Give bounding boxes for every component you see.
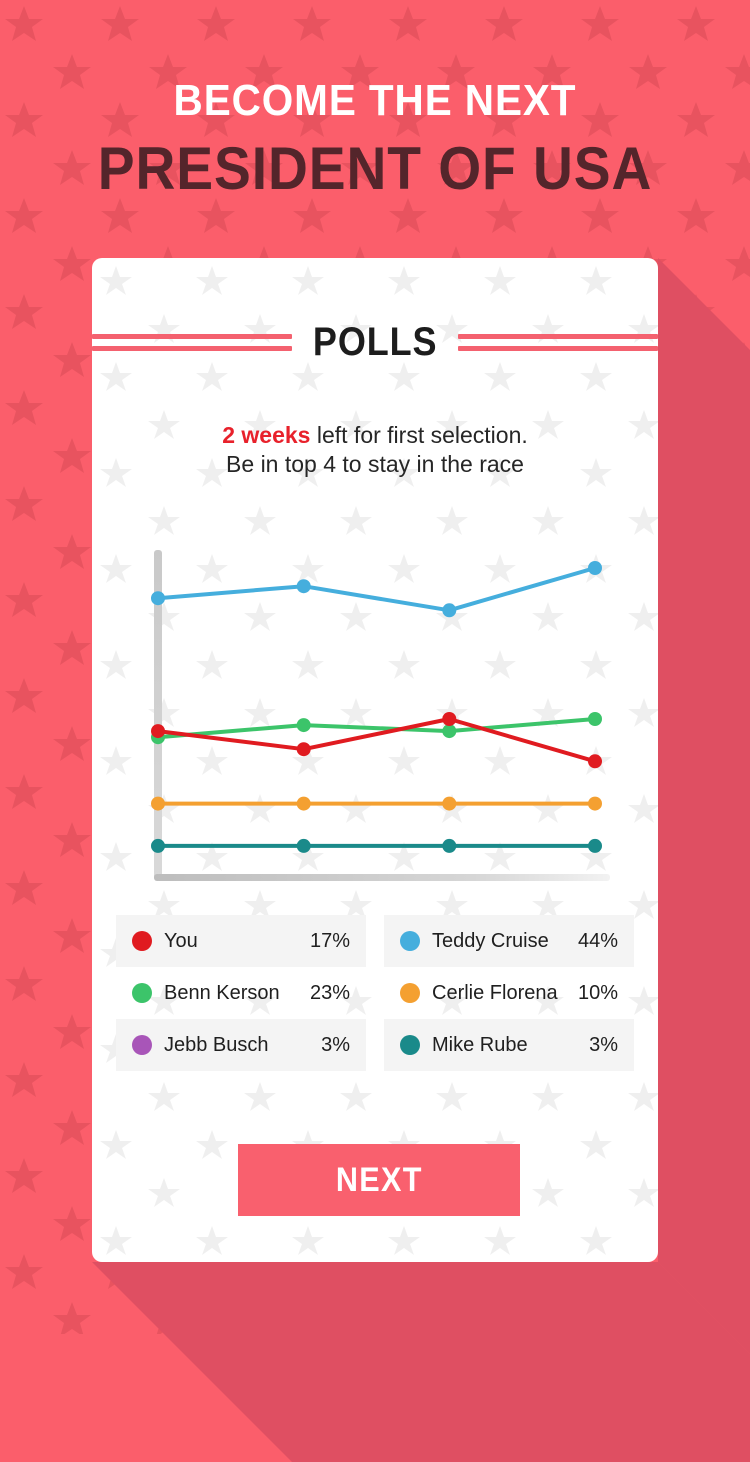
legend-color-dot-icon <box>132 983 152 1003</box>
chart-point <box>151 796 165 811</box>
legend-candidate-name: You <box>164 929 198 952</box>
polls-line-chart <box>140 544 610 889</box>
legend-item[interactable]: Benn Kerson 23% <box>116 967 366 1019</box>
chart-point <box>442 712 457 726</box>
chart-point <box>151 724 165 739</box>
chart-point <box>442 796 457 811</box>
poll-legend: You 17% Teddy Cruise 44% Benn Kerson 23% Cerli… <box>116 915 634 1071</box>
legend-candidate-name: Cerlie Florena <box>432 981 558 1004</box>
chart-point <box>296 579 311 594</box>
legend-color-dot-icon <box>400 1035 420 1055</box>
subtitle: 2 weeks left for first selection. Be in … <box>92 421 658 479</box>
legend-item[interactable]: Mike Rube 3% <box>384 1019 634 1071</box>
chart-point <box>442 724 457 739</box>
chart-point <box>588 796 602 811</box>
subtitle-line-1: 2 weeks left for first selection. <box>92 421 658 450</box>
legend-color-dot-icon <box>132 931 152 951</box>
page-title: POLLS <box>312 320 438 364</box>
legend-percentage: 23% <box>309 981 350 1004</box>
subtitle-highlight: 2 weeks <box>222 422 311 448</box>
legend-candidate-name: Benn Kerson <box>164 981 280 1004</box>
chart-point <box>151 591 165 606</box>
chart-point <box>442 603 457 618</box>
headline-line-1: BECOME THE NEXT <box>173 76 577 125</box>
chart-point <box>588 838 602 853</box>
chart-series-group <box>151 561 602 853</box>
legend-item[interactable]: You 17% <box>116 915 366 967</box>
rule-right <box>458 334 658 351</box>
chart-svg <box>151 550 610 881</box>
card-long-shadow-right <box>658 258 750 1422</box>
chart-point <box>296 838 311 853</box>
legend-color-dot-icon <box>400 931 420 951</box>
chart-point <box>588 561 602 575</box>
chart-line-teddy-cruise <box>156 566 597 613</box>
next-button[interactable]: NEXT <box>238 1144 520 1216</box>
legend-candidate-name: Teddy Cruise <box>432 929 549 952</box>
legend-color-dot-icon <box>132 1035 152 1055</box>
polls-heading-row: POLLS <box>92 320 658 365</box>
legend-percentage: 44% <box>577 929 618 952</box>
legend-percentage: 10% <box>577 981 618 1004</box>
legend-candidate-name: Jebb Busch <box>164 1033 269 1056</box>
legend-percentage: 3% <box>589 1033 618 1056</box>
next-button-label: NEXT <box>335 1160 423 1199</box>
card-long-shadow-bottom <box>92 1262 750 1462</box>
legend-candidate-name: Mike Rube <box>432 1033 528 1056</box>
subtitle-line-2: Be in top 4 to stay in the race <box>226 451 524 477</box>
chart-point <box>151 838 165 853</box>
legend-item[interactable]: Cerlie Florena 10% <box>384 967 634 1019</box>
x-axis <box>154 874 610 881</box>
chart-point <box>588 712 602 726</box>
headline: BECOME THE NEXT PRESIDENT OF USA <box>0 0 750 200</box>
chart-point <box>296 796 311 811</box>
polls-card: POLLS 2 weeks left for first selection. … <box>92 258 658 1262</box>
headline-line-2: PRESIDENT OF USA <box>97 135 653 202</box>
subtitle-rest: left for first selection. <box>310 422 528 448</box>
legend-color-dot-icon <box>400 983 420 1003</box>
rule-left <box>92 334 292 351</box>
legend-percentage: 17% <box>309 929 350 952</box>
chart-point <box>442 838 457 853</box>
chart-point <box>296 742 311 757</box>
chart-point <box>588 754 602 769</box>
legend-item[interactable]: Teddy Cruise 44% <box>384 915 634 967</box>
legend-percentage: 3% <box>321 1033 350 1056</box>
legend-item[interactable]: Jebb Busch 3% <box>116 1019 366 1071</box>
chart-point <box>296 718 311 733</box>
